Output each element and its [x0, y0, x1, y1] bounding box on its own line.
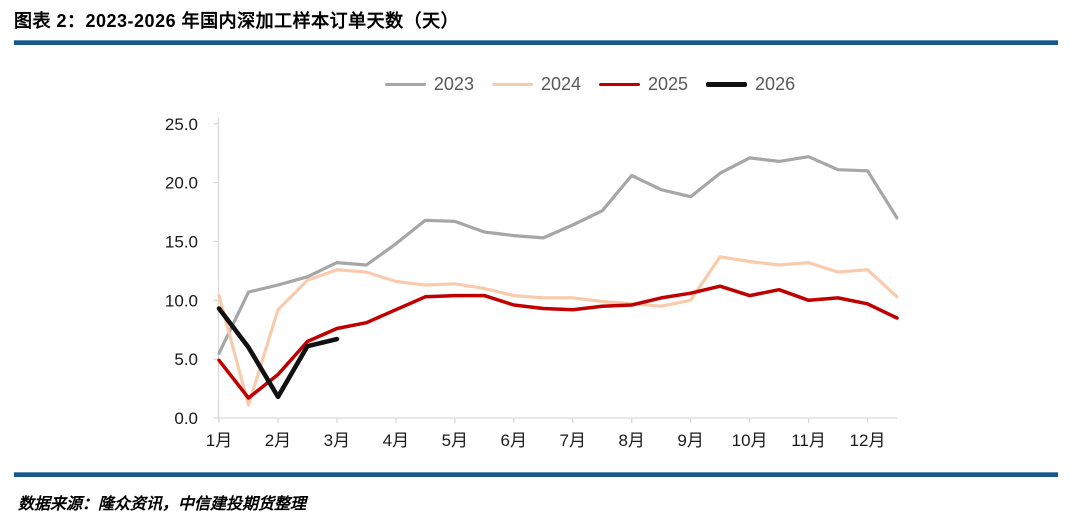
x-tick-label: 5月 — [442, 431, 468, 450]
series-line-2025 — [217, 284, 899, 400]
series-line-2026 — [216, 306, 340, 400]
y-tick-label: 15.0 — [165, 232, 198, 251]
legend-item-2024: 2024 — [491, 74, 581, 95]
legend-item-2023: 2023 — [384, 74, 474, 95]
legend-swatch-2025 — [599, 82, 640, 87]
y-tick-label: 5.0 — [174, 350, 198, 369]
x-tick-label: 4月 — [383, 431, 409, 450]
title-divider — [14, 40, 1058, 45]
figure-title: 图表 2：2023-2026 年国内深加工样本订单天数（天） — [14, 11, 460, 31]
x-tick-label: 7月 — [560, 431, 586, 450]
x-tick-label: 1月 — [206, 431, 232, 450]
x-tick-label: 6月 — [501, 431, 527, 450]
legend-label-2025: 2025 — [648, 74, 689, 94]
legend-label-2023: 2023 — [433, 74, 474, 94]
legend-swatch-2024 — [491, 82, 533, 87]
y-tick-label: 0.0 — [174, 409, 198, 428]
x-tick-label: 11月 — [791, 431, 826, 450]
data-source-text: 数据来源：隆众资讯，中信建投期货整理 — [18, 496, 307, 513]
x-tick-label: 12月 — [850, 431, 886, 450]
series-line-2023 — [217, 155, 899, 355]
x-tick-label: 9月 — [677, 431, 703, 450]
legend-swatch-2026 — [706, 82, 748, 87]
legend-label-2026: 2026 — [755, 74, 796, 94]
legend-item-2025: 2025 — [599, 74, 688, 95]
x-tick-label: 3月 — [324, 431, 350, 450]
y-tick-label: 20.0 — [165, 174, 198, 193]
x-tick-label: 2月 — [265, 431, 291, 450]
legend-item-2026: 2026 — [706, 74, 795, 95]
x-tick-label: 8月 — [618, 431, 644, 450]
x-tick-label: 10月 — [732, 431, 768, 450]
chart-legend: 2023 2024 2025 2026 — [240, 74, 940, 95]
legend-swatch-2023 — [384, 82, 426, 87]
legend-label-2024: 2024 — [540, 74, 581, 94]
series-line-2024 — [217, 255, 899, 407]
y-tick-label: 10.0 — [165, 291, 198, 310]
source-divider — [14, 472, 1058, 477]
y-tick-label: 25.0 — [165, 115, 198, 134]
